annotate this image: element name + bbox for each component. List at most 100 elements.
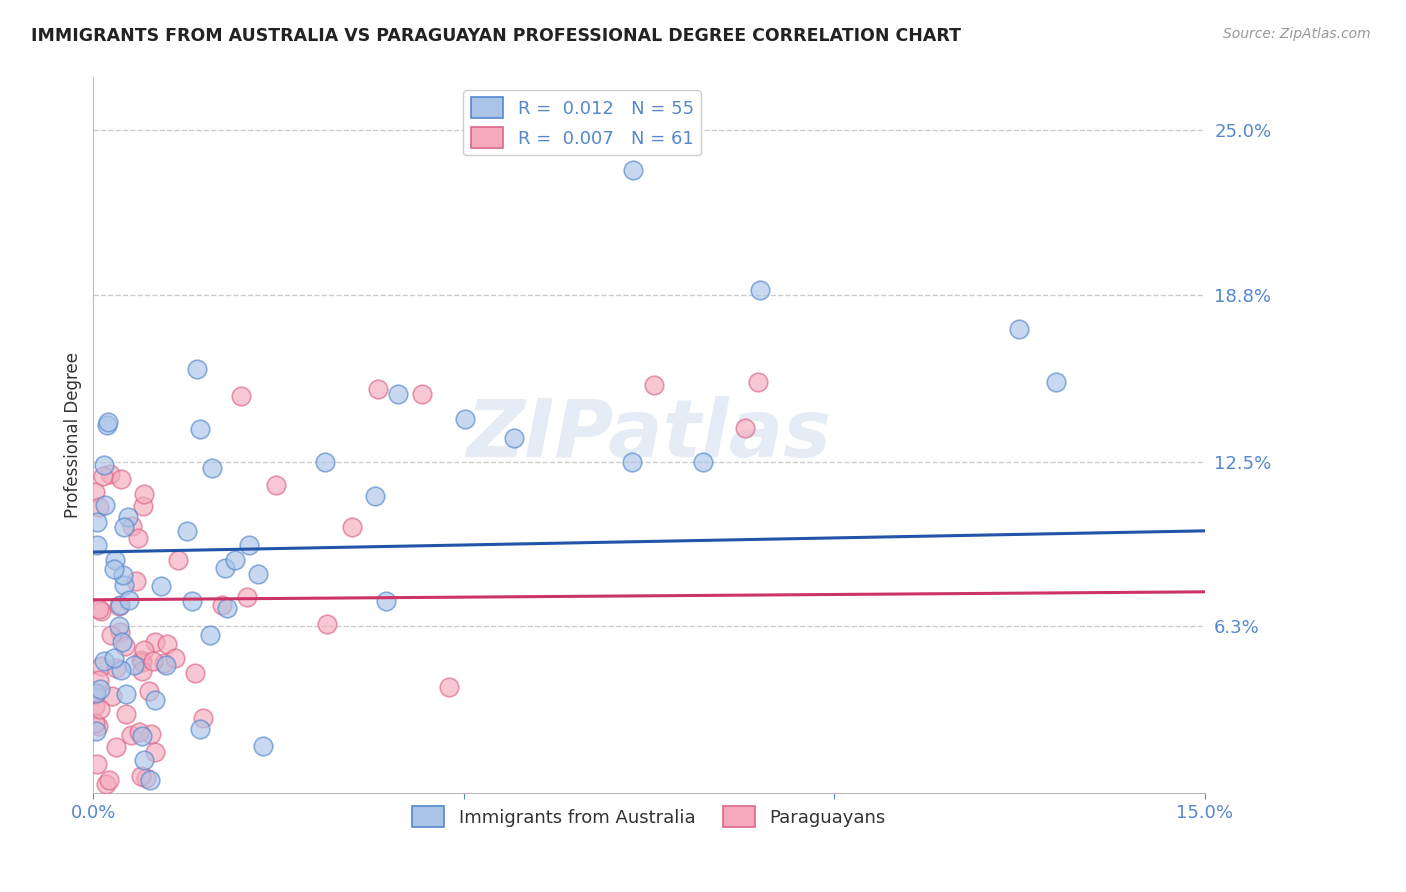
Point bbox=[90, 604, 112, 618]
Point bbox=[86, 515, 108, 529]
Point bbox=[188, 723, 211, 737]
Point bbox=[643, 378, 665, 392]
Point bbox=[112, 519, 135, 533]
Point bbox=[87, 673, 110, 688]
Point bbox=[314, 455, 336, 469]
Point bbox=[135, 771, 157, 785]
Point bbox=[143, 693, 166, 707]
Point bbox=[98, 772, 121, 787]
Point bbox=[93, 654, 115, 668]
Point bbox=[103, 651, 125, 665]
Point bbox=[138, 684, 160, 698]
Point bbox=[89, 702, 111, 716]
Point bbox=[247, 566, 270, 581]
Point bbox=[87, 602, 110, 616]
Point bbox=[747, 376, 769, 390]
Point bbox=[131, 664, 153, 678]
Point bbox=[110, 625, 132, 640]
Point bbox=[367, 382, 389, 396]
Point bbox=[142, 654, 165, 668]
Point bbox=[224, 552, 246, 566]
Point bbox=[387, 387, 409, 401]
Point bbox=[100, 689, 122, 703]
Point bbox=[96, 418, 118, 433]
Point bbox=[186, 362, 208, 376]
Point bbox=[692, 455, 714, 469]
Point bbox=[252, 739, 274, 753]
Point bbox=[84, 699, 107, 714]
Point bbox=[107, 599, 129, 614]
Point bbox=[132, 753, 155, 767]
Point bbox=[176, 524, 198, 538]
Point bbox=[128, 725, 150, 739]
Point bbox=[266, 477, 288, 491]
Point bbox=[131, 769, 153, 783]
Point bbox=[156, 637, 179, 651]
Point bbox=[124, 574, 146, 589]
Point bbox=[191, 711, 214, 725]
Point bbox=[181, 594, 204, 608]
Point bbox=[114, 706, 136, 721]
Point bbox=[201, 460, 224, 475]
Point bbox=[91, 469, 114, 483]
Point bbox=[214, 561, 236, 575]
Point bbox=[131, 655, 153, 669]
Point bbox=[94, 498, 117, 512]
Point bbox=[83, 715, 105, 730]
Point bbox=[749, 283, 772, 297]
Point bbox=[86, 756, 108, 771]
Text: ZIPatlas: ZIPatlas bbox=[467, 396, 831, 475]
Point bbox=[129, 652, 152, 666]
Point bbox=[93, 458, 115, 472]
Point bbox=[342, 520, 364, 534]
Point bbox=[155, 658, 177, 673]
Point bbox=[231, 389, 253, 403]
Point bbox=[131, 729, 153, 743]
Point bbox=[236, 591, 259, 605]
Point bbox=[86, 686, 108, 700]
Point bbox=[84, 724, 107, 739]
Point bbox=[215, 601, 238, 615]
Point bbox=[134, 487, 156, 501]
Point bbox=[316, 617, 339, 632]
Point bbox=[86, 719, 108, 733]
Point bbox=[86, 538, 108, 552]
Point bbox=[90, 658, 112, 673]
Point bbox=[112, 567, 135, 582]
Point bbox=[104, 661, 127, 675]
Point bbox=[1045, 376, 1067, 390]
Y-axis label: Professional Degree: Professional Degree bbox=[65, 352, 82, 518]
Point bbox=[166, 553, 188, 567]
Point bbox=[111, 634, 134, 648]
Point bbox=[184, 665, 207, 680]
Point bbox=[139, 772, 162, 787]
Point bbox=[103, 562, 125, 576]
Point bbox=[117, 509, 139, 524]
Point bbox=[108, 598, 131, 612]
Point bbox=[108, 619, 131, 633]
Point bbox=[411, 386, 433, 401]
Point bbox=[188, 422, 211, 436]
Point bbox=[165, 651, 187, 665]
Point bbox=[502, 431, 524, 445]
Point bbox=[120, 727, 142, 741]
Point bbox=[143, 745, 166, 759]
Point bbox=[198, 627, 221, 641]
Point bbox=[115, 687, 138, 701]
Point bbox=[211, 598, 233, 612]
Point bbox=[114, 639, 136, 653]
Point bbox=[87, 500, 110, 514]
Point bbox=[118, 592, 141, 607]
Point bbox=[134, 643, 156, 657]
Point bbox=[132, 499, 155, 513]
Point bbox=[153, 656, 176, 670]
Point bbox=[89, 681, 111, 696]
Point bbox=[143, 635, 166, 649]
Point bbox=[121, 519, 143, 533]
Point bbox=[374, 593, 396, 607]
Point bbox=[454, 412, 477, 426]
Point bbox=[734, 421, 756, 435]
Point bbox=[105, 740, 128, 755]
Point bbox=[104, 553, 127, 567]
Point bbox=[84, 687, 107, 701]
